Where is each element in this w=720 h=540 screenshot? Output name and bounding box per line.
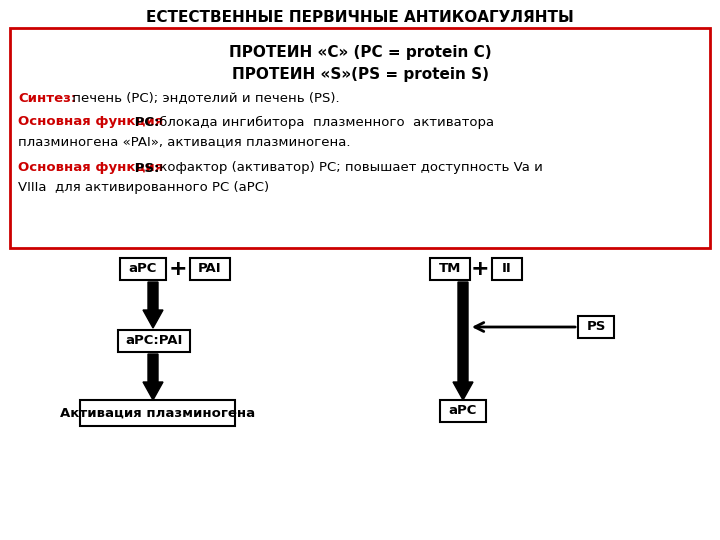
Text: +: + (168, 259, 187, 279)
Text: блокада ингибитора  плазменного  активатора: блокада ингибитора плазменного активатор… (155, 116, 494, 129)
Text: ПРОТЕИН «S»(PS = protein S): ПРОТЕИН «S»(PS = protein S) (232, 66, 488, 82)
FancyBboxPatch shape (10, 28, 710, 248)
FancyArrow shape (143, 282, 163, 328)
FancyBboxPatch shape (440, 400, 486, 422)
Text: PS:: PS: (130, 161, 159, 174)
FancyArrow shape (143, 354, 163, 400)
Text: PAI: PAI (198, 262, 222, 275)
Text: PC:: PC: (130, 116, 159, 129)
FancyArrow shape (453, 282, 473, 400)
Text: Основная функция: Основная функция (18, 161, 163, 174)
Text: aPC: aPC (129, 262, 157, 275)
Text: Активация плазминогена: Активация плазминогена (60, 407, 255, 420)
Text: плазминогена «PAI», активация плазминогена.: плазминогена «PAI», активация плазминоге… (18, 136, 351, 148)
FancyBboxPatch shape (190, 258, 230, 280)
FancyBboxPatch shape (578, 316, 614, 338)
Text: кофактор (активатор) PC; повышает доступность Va и: кофактор (активатор) PC; повышает доступ… (155, 161, 543, 174)
FancyBboxPatch shape (118, 330, 190, 352)
FancyBboxPatch shape (80, 400, 235, 426)
Text: TM: TM (438, 262, 462, 275)
Text: aPC:PAI: aPC:PAI (125, 334, 183, 348)
Text: aPC: aPC (449, 404, 477, 417)
FancyBboxPatch shape (430, 258, 470, 280)
Text: +: + (471, 259, 490, 279)
Text: ПРОТЕИН «С» (PC = protein C): ПРОТЕИН «С» (PC = protein C) (229, 44, 491, 59)
Text: PS: PS (586, 321, 606, 334)
Text: Основная функция: Основная функция (18, 116, 163, 129)
Text: печень (PC); эндотелий и печень (PS).: печень (PC); эндотелий и печень (PS). (68, 91, 340, 105)
FancyBboxPatch shape (120, 258, 166, 280)
Text: Синтез:: Синтез: (18, 91, 76, 105)
FancyBboxPatch shape (492, 258, 522, 280)
Text: II: II (502, 262, 512, 275)
Text: VIIIa  для активированного PC (aPC): VIIIa для активированного PC (aPC) (18, 181, 269, 194)
Text: ЕСТЕСТВЕННЫЕ ПЕРВИЧНЫЕ АНТИКОАГУЛЯНТЫ: ЕСТЕСТВЕННЫЕ ПЕРВИЧНЫЕ АНТИКОАГУЛЯНТЫ (146, 10, 574, 25)
